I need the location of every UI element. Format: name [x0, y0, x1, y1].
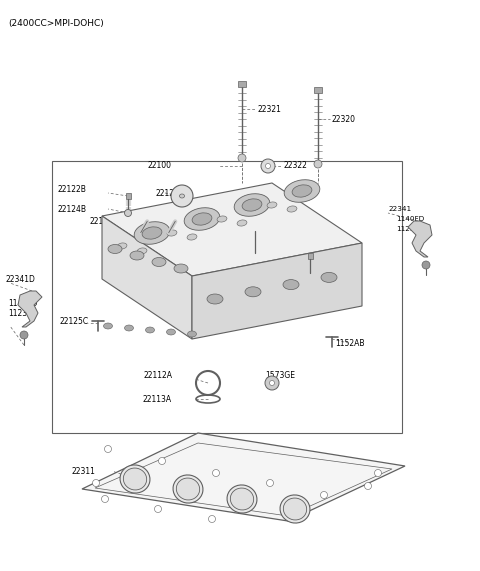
- Ellipse shape: [108, 244, 122, 254]
- Circle shape: [105, 445, 111, 452]
- Ellipse shape: [267, 202, 277, 208]
- Polygon shape: [82, 433, 405, 521]
- Text: 1123PB: 1123PB: [396, 226, 424, 232]
- Polygon shape: [102, 183, 362, 276]
- Text: 22321: 22321: [257, 104, 281, 114]
- Circle shape: [364, 482, 372, 489]
- Ellipse shape: [137, 248, 147, 254]
- Text: 22114D: 22114D: [170, 216, 200, 226]
- Ellipse shape: [117, 243, 127, 249]
- Text: 22124B: 22124B: [58, 204, 87, 214]
- Circle shape: [155, 505, 161, 513]
- Text: 22341D: 22341D: [5, 275, 35, 283]
- Ellipse shape: [242, 199, 262, 211]
- Text: 1140FD: 1140FD: [8, 299, 37, 308]
- Circle shape: [265, 163, 271, 168]
- Text: 22311: 22311: [72, 467, 96, 476]
- Text: (2400CC>MPI-DOHC): (2400CC>MPI-DOHC): [8, 19, 104, 28]
- Ellipse shape: [167, 329, 176, 335]
- Polygon shape: [102, 216, 192, 339]
- Text: 22341: 22341: [388, 206, 411, 212]
- Ellipse shape: [145, 327, 155, 333]
- Text: 1152AB: 1152AB: [335, 339, 364, 348]
- Text: 1123PB: 1123PB: [8, 308, 37, 317]
- Circle shape: [269, 380, 275, 385]
- Text: 22320: 22320: [332, 115, 356, 123]
- Ellipse shape: [217, 216, 227, 222]
- Text: 22112A: 22112A: [143, 372, 172, 380]
- Ellipse shape: [237, 220, 247, 226]
- Text: 22122B: 22122B: [58, 184, 87, 194]
- Circle shape: [101, 496, 108, 502]
- Ellipse shape: [287, 206, 297, 212]
- Circle shape: [158, 457, 166, 464]
- Ellipse shape: [284, 180, 320, 202]
- Text: 22322: 22322: [284, 162, 308, 171]
- Circle shape: [374, 469, 382, 477]
- Bar: [314, 87, 322, 93]
- Circle shape: [20, 331, 28, 339]
- Text: 22125C: 22125C: [60, 316, 89, 325]
- Circle shape: [265, 376, 279, 390]
- Text: 1573GE: 1573GE: [265, 372, 295, 380]
- Text: 22113A: 22113A: [143, 395, 172, 404]
- Bar: [308, 254, 312, 259]
- Ellipse shape: [142, 227, 162, 239]
- Ellipse shape: [245, 287, 261, 297]
- Ellipse shape: [152, 258, 166, 267]
- Ellipse shape: [230, 488, 253, 510]
- Circle shape: [314, 160, 322, 168]
- Circle shape: [266, 480, 274, 486]
- Ellipse shape: [227, 485, 257, 513]
- Text: 22122C: 22122C: [315, 259, 344, 267]
- Circle shape: [208, 516, 216, 522]
- Bar: [125, 193, 131, 199]
- Ellipse shape: [207, 294, 223, 304]
- Polygon shape: [408, 221, 432, 257]
- Bar: [52, 161, 402, 433]
- Ellipse shape: [321, 272, 337, 283]
- Ellipse shape: [187, 234, 197, 240]
- Ellipse shape: [192, 213, 212, 225]
- Ellipse shape: [134, 222, 170, 244]
- Text: 1151CD: 1151CD: [262, 244, 292, 254]
- Bar: [238, 81, 246, 87]
- Text: 22100: 22100: [148, 162, 172, 171]
- Circle shape: [261, 159, 275, 173]
- Polygon shape: [192, 243, 362, 339]
- Circle shape: [213, 469, 219, 477]
- Circle shape: [238, 154, 246, 162]
- Ellipse shape: [292, 185, 312, 197]
- Circle shape: [93, 480, 99, 486]
- Circle shape: [124, 210, 132, 216]
- Ellipse shape: [180, 194, 184, 198]
- Polygon shape: [18, 291, 42, 327]
- Ellipse shape: [184, 208, 220, 230]
- Ellipse shape: [234, 194, 270, 216]
- Ellipse shape: [280, 495, 310, 523]
- Ellipse shape: [283, 280, 299, 289]
- Ellipse shape: [176, 478, 200, 500]
- Ellipse shape: [167, 230, 177, 236]
- Text: 22114D: 22114D: [90, 216, 120, 226]
- Ellipse shape: [130, 251, 144, 260]
- Circle shape: [422, 261, 430, 269]
- Ellipse shape: [124, 325, 133, 331]
- Ellipse shape: [188, 331, 196, 337]
- Ellipse shape: [283, 498, 307, 520]
- Ellipse shape: [123, 468, 147, 490]
- Ellipse shape: [120, 465, 150, 493]
- Text: 22129: 22129: [155, 188, 179, 198]
- Circle shape: [171, 185, 193, 207]
- Ellipse shape: [173, 475, 203, 503]
- Ellipse shape: [104, 323, 112, 329]
- Text: 1140FD: 1140FD: [396, 216, 424, 222]
- Circle shape: [321, 492, 327, 498]
- Ellipse shape: [174, 264, 188, 273]
